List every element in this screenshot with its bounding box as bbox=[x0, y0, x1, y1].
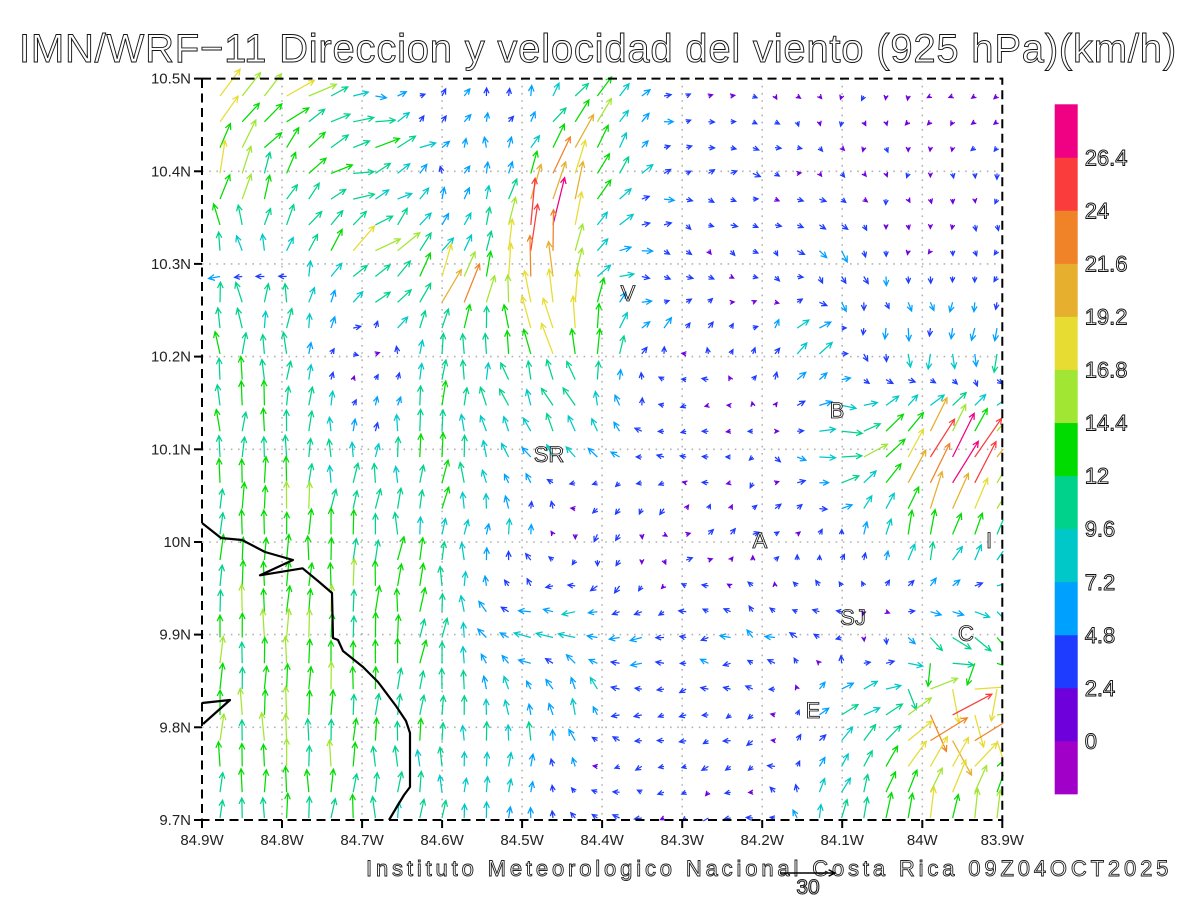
svg-text:84.7W: 84.7W bbox=[340, 832, 384, 849]
svg-text:84.5W: 84.5W bbox=[500, 832, 544, 849]
svg-text:12: 12 bbox=[1085, 464, 1109, 489]
svg-text:SR: SR bbox=[534, 442, 565, 467]
svg-text:9.9N: 9.9N bbox=[159, 627, 191, 644]
svg-text:10.2N: 10.2N bbox=[151, 349, 191, 366]
svg-text:9.6: 9.6 bbox=[1085, 517, 1116, 542]
svg-text:C: C bbox=[958, 621, 974, 646]
svg-text:9.7N: 9.7N bbox=[159, 812, 191, 829]
svg-text:4.8: 4.8 bbox=[1085, 623, 1116, 648]
svg-text:A: A bbox=[753, 528, 768, 553]
svg-text:10.3N: 10.3N bbox=[151, 256, 191, 273]
svg-text:0: 0 bbox=[1085, 729, 1097, 754]
svg-text:84.9W: 84.9W bbox=[180, 832, 224, 849]
svg-text:10N: 10N bbox=[163, 534, 191, 551]
svg-text:14.4: 14.4 bbox=[1085, 411, 1128, 436]
svg-text:10.1N: 10.1N bbox=[151, 441, 191, 458]
svg-text:10.4N: 10.4N bbox=[151, 163, 191, 180]
svg-text:84W: 84W bbox=[907, 832, 939, 849]
svg-text:84.4W: 84.4W bbox=[580, 832, 624, 849]
svg-text:21.6: 21.6 bbox=[1085, 251, 1128, 276]
svg-text:84.8W: 84.8W bbox=[260, 832, 304, 849]
svg-text:84.3W: 84.3W bbox=[661, 832, 705, 849]
svg-text:IMN/WRF−11 Direccion y velocid: IMN/WRF−11 Direccion y velocidad del vie… bbox=[19, 27, 1177, 71]
svg-text:I: I bbox=[986, 528, 992, 553]
svg-text:V: V bbox=[621, 281, 636, 306]
svg-text:16.8: 16.8 bbox=[1085, 358, 1128, 383]
svg-text:83.9W: 83.9W bbox=[981, 832, 1025, 849]
svg-text:SJ: SJ bbox=[840, 605, 866, 630]
svg-text:7.2: 7.2 bbox=[1085, 570, 1116, 595]
svg-text:19.2: 19.2 bbox=[1085, 305, 1128, 330]
svg-text:26.4: 26.4 bbox=[1085, 145, 1128, 170]
svg-text:10.5N: 10.5N bbox=[151, 71, 191, 88]
svg-text:Instituto Meteorologico Nacion: Instituto Meteorologico Nacional Costa R… bbox=[366, 856, 1172, 881]
svg-text:24: 24 bbox=[1085, 198, 1109, 223]
svg-text:E: E bbox=[806, 698, 821, 723]
svg-text:84.1W: 84.1W bbox=[821, 832, 865, 849]
svg-text:84.2W: 84.2W bbox=[741, 832, 785, 849]
svg-text:9.8N: 9.8N bbox=[159, 719, 191, 736]
svg-text:B: B bbox=[830, 398, 845, 423]
svg-text:30: 30 bbox=[796, 876, 819, 899]
svg-text:2.4: 2.4 bbox=[1085, 676, 1116, 701]
svg-text:84.6W: 84.6W bbox=[420, 832, 464, 849]
